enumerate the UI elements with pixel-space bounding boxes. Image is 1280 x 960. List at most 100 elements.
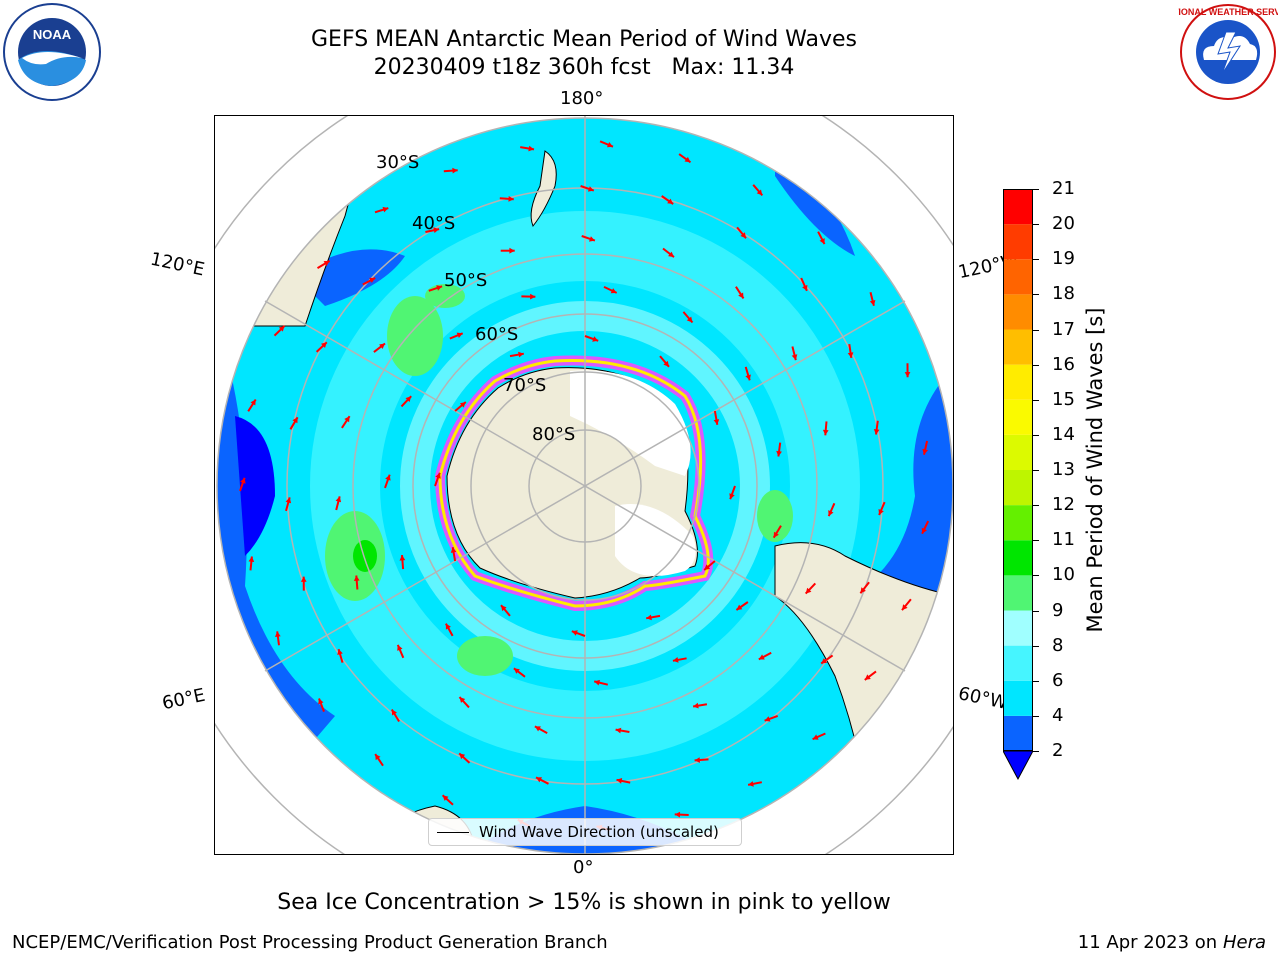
colorbar-tick bbox=[1033, 259, 1039, 261]
wind-wave-arrow-head bbox=[610, 288, 617, 294]
wind-wave-arrow-head bbox=[791, 354, 798, 361]
colorbar-tick bbox=[1033, 505, 1039, 507]
lat-label-80s: 80°S bbox=[532, 424, 576, 445]
wind-wave-arrow-head bbox=[589, 236, 595, 242]
wind-wave-arrow-head bbox=[518, 351, 524, 358]
wind-wave-arrow-head bbox=[615, 727, 622, 734]
wind-wave-arrow-head bbox=[442, 795, 449, 801]
map-panel bbox=[214, 115, 954, 855]
wind-wave-arrow-head bbox=[385, 474, 391, 481]
long-period-patch bbox=[353, 540, 377, 572]
wind-wave-arrow-head bbox=[513, 668, 520, 674]
colorbar-tick-label: 21 bbox=[1052, 178, 1075, 199]
wind-wave-arrow-head bbox=[456, 332, 463, 338]
nws-logo-text: NATIONAL WEATHER SERVICE bbox=[1178, 7, 1278, 17]
wind-wave-arrow-head bbox=[275, 631, 281, 637]
colorbar-segment bbox=[1003, 189, 1033, 225]
footer-credit: NCEP/EMC/Verification Post Processing Pr… bbox=[12, 932, 608, 953]
wind-wave-arrow-head bbox=[391, 709, 397, 716]
colorbar-tick bbox=[1033, 224, 1039, 226]
wind-wave-arrow-head bbox=[240, 477, 246, 484]
polar-map bbox=[215, 116, 953, 854]
wind-wave-arrow-head bbox=[694, 757, 700, 763]
wind-wave-arrow-head bbox=[758, 654, 765, 660]
wind-wave-arrow-head bbox=[450, 547, 457, 553]
wind-wave-arrow-head bbox=[674, 811, 681, 818]
colorbar-tick bbox=[1033, 399, 1039, 401]
colorbar-tick-label: 4 bbox=[1052, 704, 1064, 726]
ice-shelf-area bbox=[615, 504, 696, 576]
colorbar-tick bbox=[1033, 470, 1039, 471]
colorbar-under-triangle bbox=[1003, 750, 1033, 781]
colorbar-tick bbox=[1033, 715, 1039, 717]
wind-wave-arrow-head bbox=[536, 777, 542, 783]
colorbar-tick-label: 12 bbox=[1052, 494, 1075, 516]
wind-wave-arrow-head bbox=[445, 623, 451, 630]
wind-wave-arrow-head bbox=[672, 657, 679, 663]
wind-wave-arrow-head bbox=[501, 605, 507, 612]
wind-wave-arrow-head bbox=[337, 649, 343, 655]
wind-wave-arrow-head bbox=[285, 497, 292, 504]
wind-wave-arrow-head bbox=[828, 510, 834, 517]
wind-wave-arrow-head bbox=[300, 576, 307, 582]
wind-wave-arrow-head bbox=[904, 372, 911, 378]
wind-wave-arrow-head bbox=[382, 206, 389, 213]
wind-wave-arrow-head bbox=[405, 396, 412, 402]
wind-wave-arrow-head bbox=[704, 564, 711, 570]
colorbar-segment bbox=[1003, 645, 1033, 681]
chart-subtitle: 20230409 t18z 360h fcst Max: 11.34 bbox=[373, 55, 795, 80]
wind-wave-arrow-head bbox=[922, 448, 928, 455]
colorbar-segment bbox=[1003, 399, 1033, 435]
wind-wave-arrow-head bbox=[616, 778, 623, 784]
footer-host: Hera bbox=[1222, 932, 1266, 953]
wind-wave-arrow-head bbox=[344, 416, 350, 423]
lon-label-60w: 60°W bbox=[956, 683, 1010, 714]
wind-wave-arrow-head bbox=[436, 285, 443, 291]
wind-wave-arrow-head bbox=[292, 417, 298, 424]
colorbar-tick-label: 11 bbox=[1052, 529, 1075, 551]
wind-wave-arrow-head bbox=[397, 644, 403, 651]
wind-wave-arrow-head bbox=[773, 531, 779, 538]
wind-wave-arrow-head bbox=[508, 196, 514, 202]
colorbar-segment bbox=[1003, 575, 1033, 611]
wind-wave-arrow-head bbox=[459, 697, 466, 703]
wind-wave-arrow-head bbox=[528, 145, 534, 152]
wind-wave-arrow-head bbox=[902, 604, 908, 611]
wind-wave-arrow-head bbox=[729, 493, 735, 500]
colorbar-tick bbox=[1033, 294, 1039, 296]
wind-wave-arrow-head bbox=[248, 556, 255, 562]
colorbar-tick-label: 15 bbox=[1052, 388, 1075, 410]
colorbar-segment bbox=[1003, 540, 1033, 576]
wind-wave-arrow-head bbox=[756, 189, 763, 196]
lat-label-50s: 50°S bbox=[444, 270, 488, 291]
colorbar-tick-label: 2 bbox=[1052, 740, 1064, 761]
wind-wave-arrow-head bbox=[740, 232, 746, 239]
colorbar-tick bbox=[1033, 540, 1039, 542]
long-period-patch bbox=[457, 636, 513, 676]
colorbar bbox=[1003, 189, 1033, 781]
colorbar-segment bbox=[1003, 259, 1033, 295]
wind-wave-arrow-head bbox=[452, 167, 458, 174]
colorbar-segment bbox=[1003, 610, 1033, 646]
wind-wave-arrow-head bbox=[530, 293, 536, 300]
wind-wave-arrow-head bbox=[776, 450, 782, 457]
wind-wave-arrow-head bbox=[534, 726, 541, 732]
wind-wave-arrow-head bbox=[667, 198, 674, 204]
colorbar-tick bbox=[1033, 751, 1039, 752]
wind-wave-arrow-head bbox=[684, 156, 691, 163]
wind-wave-arrow-head bbox=[335, 496, 342, 503]
colorbar-tick-label: 16 bbox=[1052, 353, 1075, 375]
wind-wave-arrow-head bbox=[693, 702, 699, 709]
colorbar-segment bbox=[1003, 470, 1033, 506]
colorbar-segment bbox=[1003, 434, 1033, 470]
wind-wave-arrow-head bbox=[748, 781, 754, 787]
footer-date-text: 11 Apr 2023 on bbox=[1077, 932, 1223, 953]
wind-wave-arrow-head bbox=[802, 284, 808, 291]
wind-wave-arrow-head bbox=[873, 429, 880, 435]
wind-wave-arrow-head bbox=[321, 342, 327, 348]
colorbar-tick-label: 19 bbox=[1052, 248, 1075, 270]
colorbar-tick bbox=[1033, 645, 1039, 647]
wind-wave-arrow-head bbox=[278, 325, 285, 332]
lat-label-40s: 40°S bbox=[412, 213, 456, 234]
wind-wave-arrow-head bbox=[594, 679, 600, 686]
